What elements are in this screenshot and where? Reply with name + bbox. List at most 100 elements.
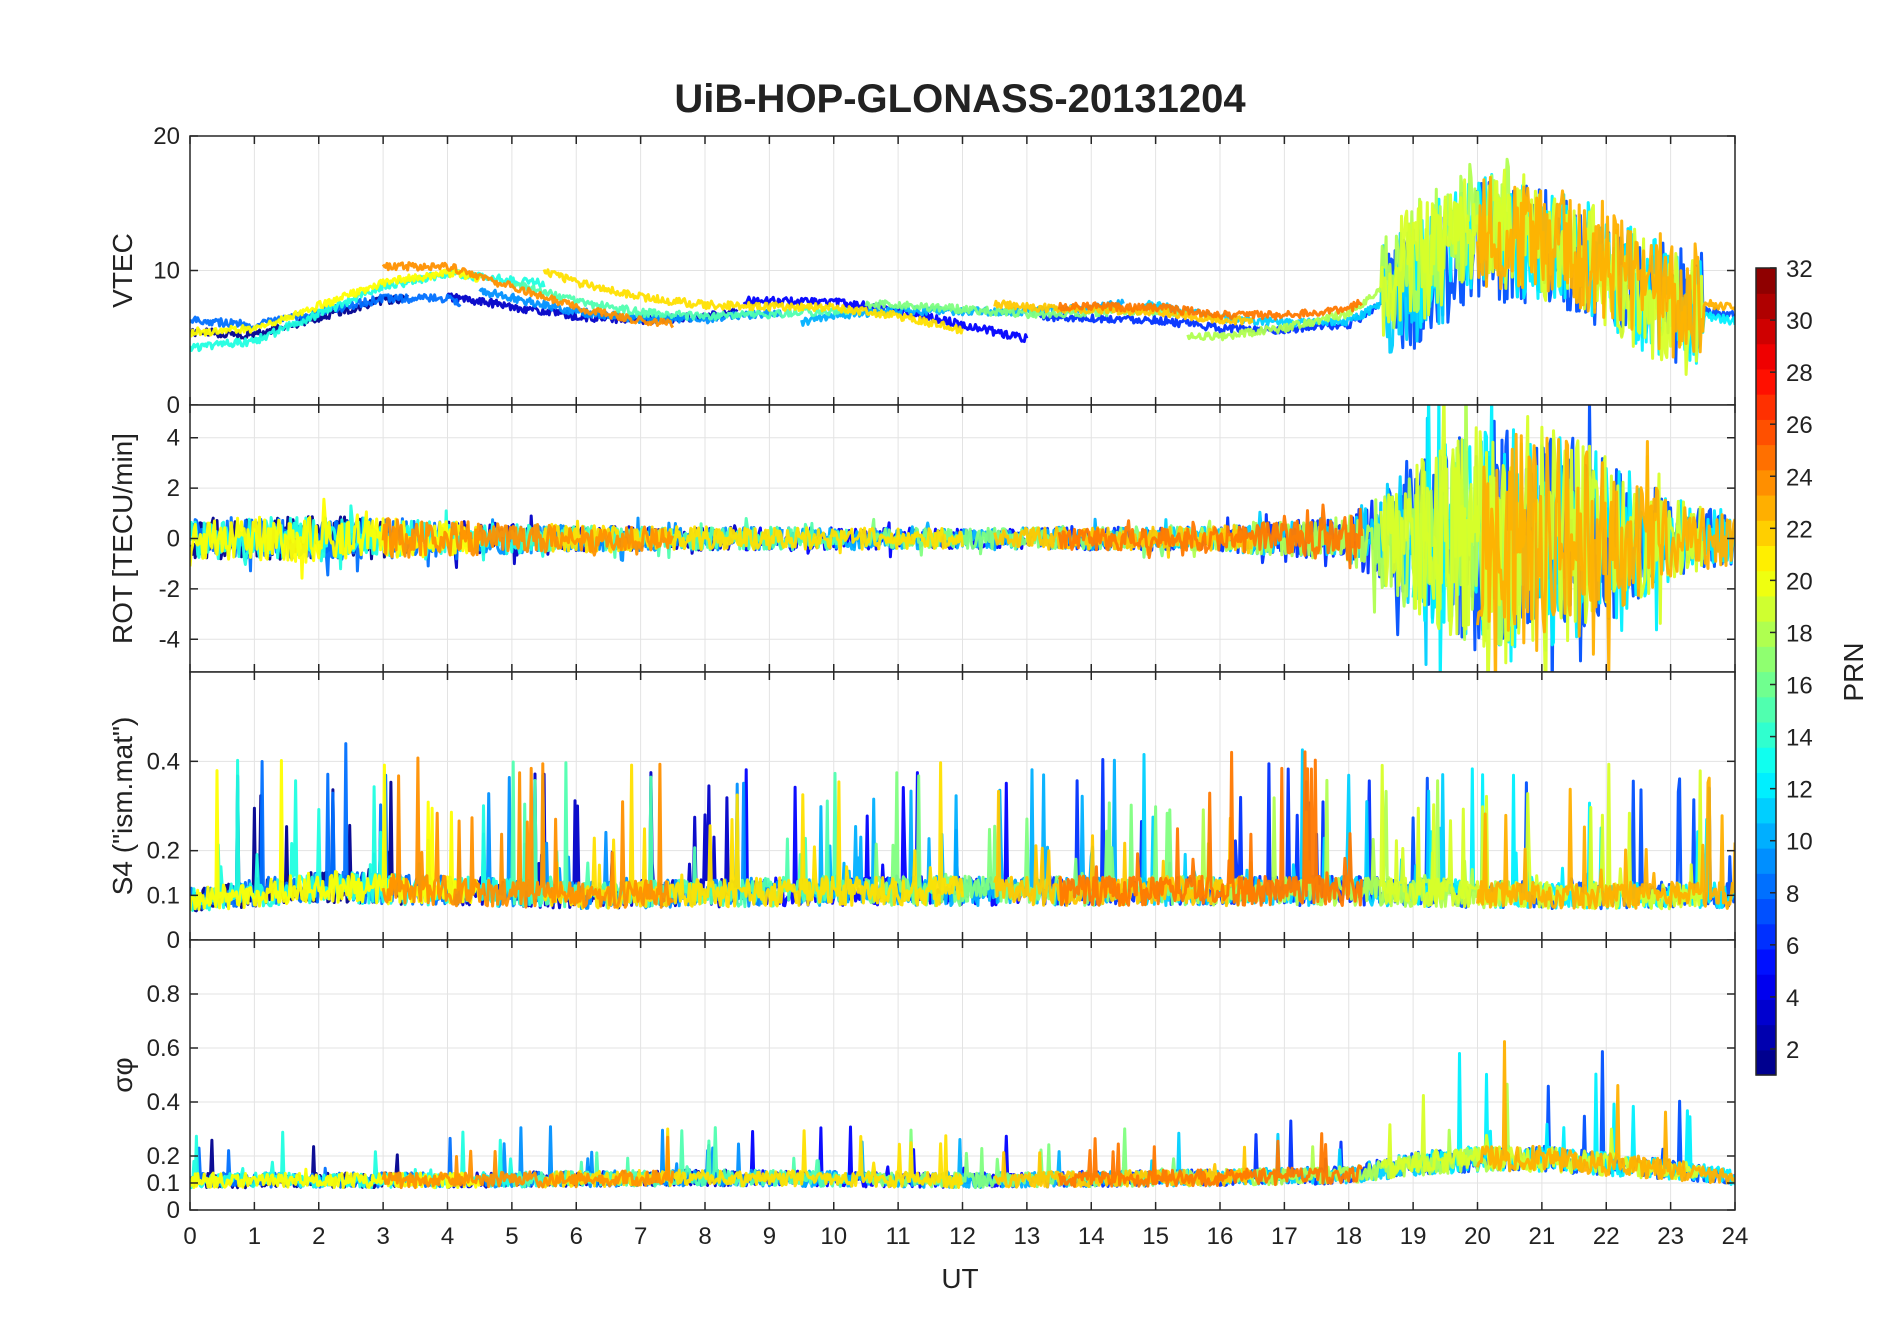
x-tick-label: 23 bbox=[1657, 1223, 1684, 1250]
colorbar-bin bbox=[1756, 520, 1776, 547]
colorbar-tick-label: 28 bbox=[1786, 360, 1813, 387]
series-prn-20 bbox=[381, 261, 675, 329]
y-tick-label: 10 bbox=[153, 258, 180, 285]
x-tick-label: 18 bbox=[1335, 1223, 1362, 1250]
y-tick-label: 0.4 bbox=[147, 1089, 180, 1116]
y-axis: 00.10.2 0.4 0.6 0.8 bbox=[147, 981, 1735, 1224]
colorbar-bin bbox=[1756, 696, 1776, 723]
series-prn-20 bbox=[381, 1135, 675, 1190]
x-axis bbox=[189, 136, 1736, 405]
x-tick-label: 5 bbox=[505, 1223, 518, 1250]
series-prn-18 bbox=[993, 524, 1254, 559]
y-axis-label: S4 ("ism.mat") bbox=[107, 717, 138, 896]
colorbar-bin bbox=[1756, 570, 1776, 597]
series-prn-17 bbox=[542, 1127, 964, 1189]
colorbar-tick-label: 12 bbox=[1786, 777, 1813, 804]
series-prn-20 bbox=[381, 517, 675, 559]
panel-4: 00.10.20.40.60.80 1 2 3 4 5 6 7 8 9 10 11 12 13 14 15 16… bbox=[107, 939, 1748, 1250]
colorbar-tick-label: 32 bbox=[1786, 256, 1813, 283]
y-tick-label: 0.1 bbox=[147, 1170, 180, 1197]
colorbar-bin bbox=[1756, 898, 1776, 925]
series-group bbox=[190, 1040, 1735, 1190]
x-tick-label: 10 bbox=[820, 1223, 847, 1250]
panel-3: 0 0.1 0.2 0.4 S4 ("ism.mat") bbox=[107, 671, 1736, 954]
colorbar-tick-label: 8 bbox=[1786, 881, 1799, 908]
y-axis-label: ROT [TECU/min] bbox=[107, 433, 138, 644]
colorbar-bin bbox=[1756, 848, 1776, 874]
series-prn-19 bbox=[1476, 175, 1735, 359]
x-tick-label: 7 bbox=[634, 1223, 647, 1250]
y-axis-label: σφ bbox=[107, 1057, 138, 1092]
colorbar-tick-label: 4 bbox=[1786, 985, 1799, 1012]
series-prn-12 bbox=[510, 281, 849, 321]
y-axis: 0 10 20 bbox=[153, 123, 1735, 419]
x-tick-label: 1 bbox=[248, 1223, 261, 1250]
y-axis: -4 -2 0 2 4 bbox=[159, 425, 1735, 653]
colorbar-tick-label: 2 bbox=[1786, 1037, 1799, 1064]
colorbar-bin bbox=[1756, 293, 1776, 320]
colorbar-frame bbox=[1755, 267, 1777, 1076]
x-axis-label: UT bbox=[941, 1263, 978, 1294]
x-tick-label: 22 bbox=[1593, 1223, 1620, 1250]
series-prn-20 bbox=[381, 756, 675, 909]
y-axis: 0 0.1 0.2 0.4 bbox=[147, 748, 1735, 954]
colorbar-bin bbox=[1756, 268, 1776, 294]
colorbar-bin bbox=[1756, 444, 1776, 471]
x-tick-label: 6 bbox=[570, 1223, 583, 1250]
x-tick-label: 15 bbox=[1142, 1223, 1169, 1250]
y-tick-label: 0.6 bbox=[147, 1035, 180, 1062]
series-prn-17 bbox=[542, 761, 964, 910]
colorbar-bin bbox=[1756, 873, 1776, 900]
x-tick-label: 24 bbox=[1722, 1223, 1749, 1250]
colorbar-bin bbox=[1756, 772, 1776, 799]
x-tick-label: 4 bbox=[441, 1223, 454, 1250]
y-tick-label: 2 bbox=[167, 475, 180, 502]
y-tick-label: 0 bbox=[167, 392, 180, 419]
x-tick-label: 3 bbox=[376, 1223, 389, 1250]
y-tick-label: -2 bbox=[159, 576, 180, 603]
series-prn-16 bbox=[190, 759, 482, 912]
colorbar-bin bbox=[1756, 1049, 1776, 1076]
series-group bbox=[190, 742, 1735, 913]
x-tick-label: 17 bbox=[1271, 1223, 1298, 1250]
colorbar-bin bbox=[1756, 999, 1776, 1026]
series-prn-21 bbox=[1057, 503, 1364, 570]
series-prn-15 bbox=[1379, 168, 1705, 376]
y-axis-label: VTEC bbox=[107, 233, 138, 308]
series-prn-19 bbox=[1476, 432, 1735, 672]
y-tick-label: 0.2 bbox=[147, 1143, 180, 1170]
y-tick-label: 0 bbox=[167, 526, 180, 553]
x-tick-label: 13 bbox=[1014, 1223, 1041, 1250]
x-tick-label: 14 bbox=[1078, 1223, 1105, 1250]
colorbar-tick-label: 20 bbox=[1786, 568, 1813, 595]
x-tick-label: 21 bbox=[1529, 1223, 1556, 1250]
x-tick-label: 19 bbox=[1400, 1223, 1427, 1250]
colorbar-tick-label: 18 bbox=[1786, 620, 1813, 647]
colorbar-bin bbox=[1756, 1024, 1776, 1051]
colorbar-tick-label: 16 bbox=[1786, 673, 1813, 700]
colorbar-bin bbox=[1756, 646, 1776, 673]
colorbar-bin bbox=[1756, 368, 1776, 395]
x-tick-label: 12 bbox=[949, 1223, 976, 1250]
chart-title: UiB-HOP-GLONASS-20131204 bbox=[674, 77, 1246, 121]
y-tick-label: 20 bbox=[153, 123, 180, 150]
series-group bbox=[190, 405, 1735, 672]
colorbar-bin bbox=[1756, 343, 1776, 370]
colorbar-bin bbox=[1756, 721, 1776, 748]
colorbar-tick-label: 6 bbox=[1786, 933, 1799, 960]
x-tick-label: 11 bbox=[886, 1223, 911, 1250]
colorbar-bin bbox=[1756, 318, 1776, 345]
colorbar-bin bbox=[1756, 595, 1776, 622]
series-prn-21 bbox=[1057, 1132, 1363, 1188]
x-axis: 0 1 2 3 4 5 6 7 8 9 10 11 12 13 14 15 16 17 18 19 20 21 22 23 24 bbox=[183, 940, 1748, 1250]
y-tick-label: 0.1 bbox=[147, 882, 180, 909]
x-tick-label: 9 bbox=[763, 1223, 776, 1250]
y-tick-label: 4 bbox=[167, 425, 180, 452]
series-prn-19 bbox=[1476, 776, 1735, 910]
colorbar-tick-label: 10 bbox=[1786, 829, 1813, 856]
colorbar-tick-label: 26 bbox=[1786, 412, 1813, 439]
series-prn-17 bbox=[542, 268, 964, 335]
